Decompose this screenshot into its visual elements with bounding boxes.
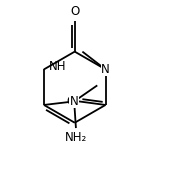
Text: NH₂: NH₂ bbox=[65, 131, 87, 144]
Text: O: O bbox=[66, 95, 75, 108]
Text: N: N bbox=[101, 63, 110, 76]
Text: NH: NH bbox=[48, 60, 66, 73]
Text: O: O bbox=[70, 5, 79, 18]
Text: N: N bbox=[70, 95, 78, 108]
